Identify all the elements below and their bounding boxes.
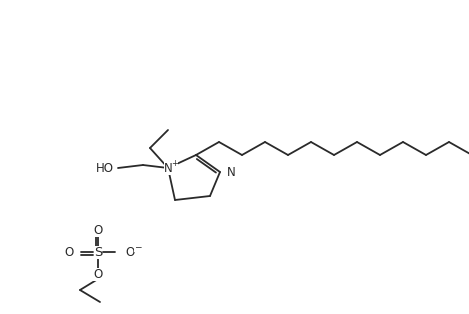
Text: N: N <box>227 165 236 178</box>
Text: S: S <box>94 246 102 258</box>
Text: O: O <box>64 246 74 258</box>
Text: O: O <box>93 268 103 280</box>
Text: N: N <box>164 161 173 175</box>
Text: O: O <box>125 246 134 258</box>
Text: O: O <box>93 224 103 236</box>
Text: +: + <box>172 159 178 167</box>
Text: −: − <box>134 242 142 252</box>
Text: HO: HO <box>96 161 114 175</box>
